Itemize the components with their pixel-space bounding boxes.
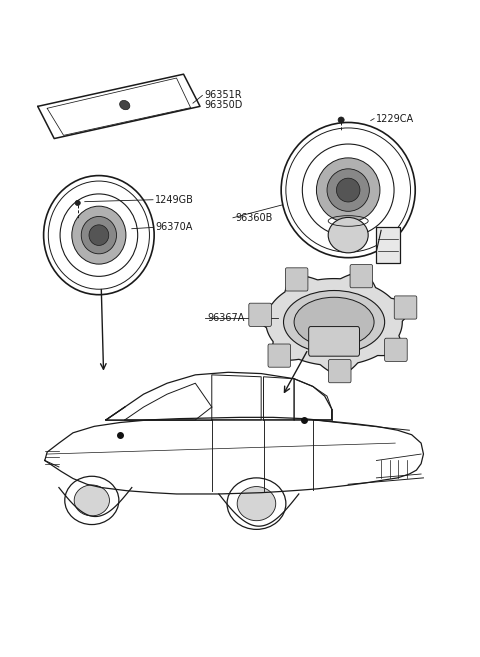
Ellipse shape [237, 487, 276, 521]
Text: 1249GB: 1249GB [156, 194, 194, 205]
FancyBboxPatch shape [384, 338, 407, 361]
Ellipse shape [227, 478, 286, 530]
FancyBboxPatch shape [249, 303, 271, 327]
Ellipse shape [120, 101, 130, 110]
Text: 96360B: 96360B [235, 213, 273, 223]
Text: 96367A: 96367A [207, 313, 244, 323]
Text: 96351R: 96351R [204, 91, 242, 101]
Text: 1229CA: 1229CA [376, 114, 415, 124]
FancyBboxPatch shape [376, 227, 400, 263]
Ellipse shape [336, 178, 360, 202]
Ellipse shape [75, 200, 80, 206]
Ellipse shape [284, 290, 384, 353]
Ellipse shape [338, 117, 344, 123]
Ellipse shape [74, 485, 109, 516]
FancyBboxPatch shape [394, 296, 417, 319]
Ellipse shape [294, 297, 374, 347]
Text: 96370A: 96370A [156, 223, 192, 233]
FancyBboxPatch shape [285, 268, 308, 291]
FancyBboxPatch shape [350, 265, 372, 288]
Ellipse shape [316, 158, 380, 222]
Polygon shape [254, 271, 412, 377]
Ellipse shape [81, 216, 117, 254]
FancyBboxPatch shape [268, 344, 290, 367]
Ellipse shape [327, 169, 370, 212]
Ellipse shape [89, 225, 109, 246]
FancyBboxPatch shape [328, 359, 351, 383]
Ellipse shape [328, 217, 368, 253]
Ellipse shape [72, 206, 126, 264]
FancyBboxPatch shape [309, 327, 360, 356]
Ellipse shape [65, 476, 119, 524]
Text: 96350D: 96350D [204, 100, 243, 110]
